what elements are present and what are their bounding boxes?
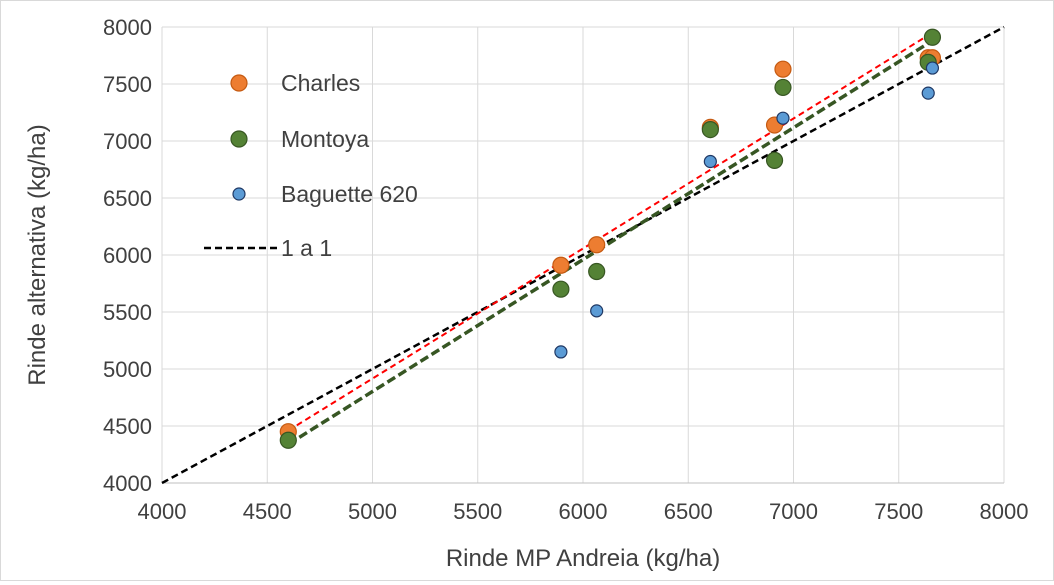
y-tick-label: 5500	[103, 300, 152, 325]
x-tick-label: 8000	[980, 499, 1029, 524]
x-tick-label: 4000	[138, 499, 187, 524]
one-to-one-line	[161, 25, 1005, 485]
x-tick-label: 5500	[453, 499, 502, 524]
point-montoya	[552, 280, 570, 298]
x-tick-label: 7000	[769, 499, 818, 524]
y-tick-label: 7000	[103, 129, 152, 154]
x-tick-label: 4500	[243, 499, 292, 524]
legend-marker-montoya	[230, 130, 248, 148]
point-montoya	[923, 28, 942, 46]
y-tick-label: 6500	[103, 186, 152, 211]
trendline-charles	[287, 31, 933, 432]
x-axis-label: Rinde MP Andreia (kg/ha)	[446, 545, 720, 572]
data-points	[279, 28, 942, 449]
legend-marker-baguette-620	[232, 187, 246, 201]
point-charles	[588, 236, 606, 254]
point-baguette-620	[554, 345, 568, 359]
point-baguette-620	[925, 61, 940, 75]
y-tick-label: 8000	[103, 15, 152, 40]
point-baguette-620	[590, 304, 604, 318]
y-tick-label: 4000	[103, 471, 152, 496]
x-tick-label: 6000	[559, 499, 608, 524]
point-baguette-620	[776, 111, 790, 125]
legend-label-baguette-620: Baguette 620	[281, 181, 418, 207]
y-axis-label: Rinde alternativa (kg/ha)	[24, 124, 51, 385]
x-tick-label: 5000	[348, 499, 397, 524]
y-tick-label: 7500	[103, 72, 152, 97]
point-charles	[552, 256, 570, 274]
legend: Charles Montoya Baguette 620 1 a 1	[204, 70, 418, 261]
legend-label-montoya: Montoya	[281, 126, 369, 152]
legend-marker-charles	[230, 74, 248, 92]
x-tick-label: 6500	[664, 499, 713, 524]
point-baguette-620	[703, 154, 717, 169]
point-montoya	[774, 78, 792, 97]
legend-label-1-a-1: 1 a 1	[281, 235, 332, 261]
trendline-montoya	[287, 39, 934, 446]
reference-and-trend-lines	[161, 25, 1005, 485]
tick-labels: 4000 4500 5000 5500 6000 6500 7000 7500 8000 4000…	[103, 15, 1028, 524]
y-tick-label: 4500	[103, 414, 152, 439]
y-tick-label: 6000	[103, 243, 152, 268]
point-montoya	[701, 121, 719, 139]
point-montoya	[279, 431, 297, 449]
point-montoya	[765, 151, 784, 169]
legend-label-charles: Charles	[281, 70, 360, 96]
point-montoya	[588, 262, 606, 281]
x-tick-label: 7500	[874, 499, 923, 524]
point-baguette-620	[921, 86, 935, 100]
point-charles	[774, 60, 792, 78]
y-tick-label: 5000	[103, 357, 152, 382]
